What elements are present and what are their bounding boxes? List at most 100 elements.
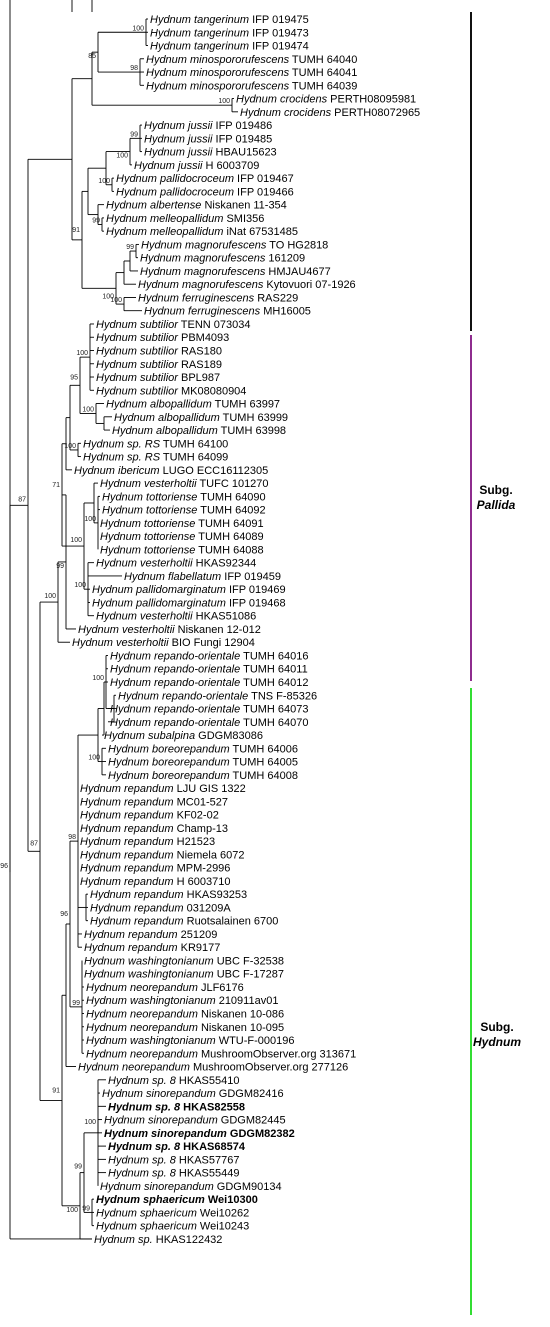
taxon-voucher: UBC F-32538 — [214, 955, 284, 967]
taxon-label: Hydnum repandum MC01-527 — [80, 796, 228, 808]
taxon-label: Hydnum repandum Niemela 6072 — [80, 849, 245, 861]
taxon-label: Hydnum ferruginescens MH16005 — [144, 306, 311, 318]
taxon-binomial: Hydnum tottoriense — [100, 531, 195, 543]
taxon-binomial: Hydnum vesterholtii — [78, 624, 175, 636]
taxon-label: Hydnum pallidomarginatum IFP 019469 — [92, 584, 286, 596]
taxon-label: Hydnum washingtonianum WTU-F-000196 — [86, 1035, 295, 1047]
subg-label-line2: Pallida — [477, 498, 516, 512]
taxon-binomial: Hydnum sphaericum — [96, 1207, 197, 1219]
taxon-voucher: TUMH 64099 — [160, 452, 228, 464]
taxon-voucher: TUMH 64041 — [289, 67, 357, 79]
taxon-voucher: Niskanen 10-086 — [198, 1009, 284, 1021]
taxon-voucher: KR9177 — [178, 942, 221, 954]
taxon-binomial: Hydnum vesterholtii — [96, 611, 193, 623]
taxon-voucher: JLF6176 — [198, 982, 244, 994]
taxon-label: Hydnum vesterholtii BIO Fungi 12904 — [72, 637, 255, 649]
support-value: 99 — [130, 131, 138, 138]
taxon-label: Hydnum albertense Niskanen 11-354 — [106, 200, 287, 212]
taxon-binomial: Hydnum repando-orientale — [118, 690, 248, 702]
taxon-voucher: 161209 — [265, 253, 305, 265]
taxon-voucher: TUMH 64070 — [240, 717, 308, 729]
support-value: 100 — [66, 1207, 78, 1214]
taxon-binomial: Hydnum boreorepandum — [108, 743, 230, 755]
subg-label-line1: Subg. — [480, 1020, 513, 1034]
taxon-binomial: Hydnum sinorepandum — [104, 1115, 218, 1127]
support-value: 100 — [88, 755, 100, 762]
taxon-binomial: Hydnum ibericum — [74, 465, 160, 477]
support-value: 99 — [74, 1164, 82, 1171]
support-value: 99 — [92, 218, 100, 225]
taxon-label: Hydnum sinorepandum GDGM90134 — [100, 1181, 282, 1193]
taxon-binomial: Hydnum sphaericum — [96, 1194, 205, 1206]
taxon-voucher: HKAS92344 — [193, 558, 257, 570]
taxon-binomial: Hydnum repandum — [90, 902, 184, 914]
taxon-binomial: Hydnum repandum — [80, 810, 174, 822]
taxon-voucher: TUMH 64090 — [197, 491, 265, 503]
taxon-voucher: HBAU15623 — [212, 147, 276, 159]
taxon-voucher: RAS189 — [178, 359, 222, 371]
taxon-label: Hydnum subtilior BPL987 — [96, 372, 220, 384]
taxon-label: Hydnum boreorepandum TUMH 64006 — [108, 743, 298, 755]
taxon-binomial: Hydnum tangerinum — [150, 27, 249, 39]
taxon-binomial: Hydnum crocidens — [236, 94, 328, 106]
taxon-label: Hydnum repandum Champ-13 — [80, 823, 228, 835]
support-value: 100 — [98, 178, 110, 185]
taxon-label: Hydnum neorepandum JLF6176 — [86, 982, 244, 994]
taxon-voucher: IFP 019468 — [226, 597, 286, 609]
taxon-voucher: HKAS55449 — [176, 1168, 240, 1180]
taxon-binomial: Hydnum subtilior — [96, 319, 179, 331]
taxon-binomial: Hydnum albopallidum — [106, 399, 212, 411]
taxon-binomial: Hydnum subtilior — [96, 385, 179, 397]
taxon-binomial: Hydnum neorepandum — [86, 1009, 198, 1021]
taxon-label: Hydnum pallidomarginatum IFP 019468 — [92, 597, 286, 609]
taxon-binomial: Hydnum tottoriense — [102, 505, 197, 517]
taxon-binomial: Hydnum repando-orientale — [110, 704, 240, 716]
taxon-binomial: Hydnum flabellatum — [124, 571, 221, 583]
taxon-label: Hydnum magnorufescens 161209 — [140, 253, 305, 265]
taxon-voucher: BIO Fungi 12904 — [169, 637, 255, 649]
taxon-voucher: SMI356 — [223, 213, 264, 225]
taxon-voucher: TUMH 64073 — [240, 704, 308, 716]
taxon-label: Hydnum tangerinum IFP 019474 — [150, 41, 309, 53]
taxon-label: Hydnum repandum MPM-2996 — [80, 863, 230, 875]
taxon-binomial: Hydnum sinorepandum — [100, 1181, 214, 1193]
taxon-voucher: Niemela 6072 — [174, 849, 245, 861]
taxon-binomial: Hydnum washingtonianum — [86, 995, 216, 1007]
taxon-voucher: iNat 67531485 — [223, 226, 298, 238]
support-value: 99 — [72, 1000, 80, 1007]
support-value: 100 — [110, 297, 122, 304]
support-value: 100 — [92, 675, 104, 682]
taxon-voucher: TUMH 63999 — [220, 412, 288, 424]
taxon-voucher: RAS229 — [254, 292, 298, 304]
taxon-label: Hydnum repando-orientale TUMH 64012 — [110, 677, 309, 689]
taxon-label: Hydnum subalpina GDGM83086 — [104, 730, 263, 742]
taxon-binomial: Hydnum magnorufescens — [141, 239, 267, 251]
taxon-voucher: GDGM82416 — [216, 1088, 284, 1100]
support-value: 100 — [64, 443, 76, 450]
taxon-binomial: Hydnum sp. RS — [83, 452, 161, 464]
taxon-voucher: Wei10243 — [197, 1221, 249, 1233]
taxon-label: Hydnum boreorepandum TUMH 64008 — [108, 770, 298, 782]
taxon-binomial: Hydnum subtilior — [96, 346, 179, 358]
taxon-binomial: Hydnum minospororufescens — [146, 67, 290, 79]
taxon-label: Hydnum repando-orientale TUMH 64016 — [110, 650, 309, 662]
taxon-label: Hydnum repandum 251209 — [84, 929, 217, 941]
taxon-voucher: 251209 — [178, 929, 218, 941]
support-values: 1009885100991001009991991001008710095100… — [0, 25, 230, 1214]
taxon-label: Hydnum magnorufescens TO HG2818 — [141, 239, 328, 251]
taxon-binomial: Hydnum vesterholtii — [72, 637, 169, 649]
taxon-binomial: Hydnum repandum — [90, 916, 184, 928]
taxon-binomial: Hydnum tangerinum — [150, 14, 249, 26]
taxon-label: Hydnum repandum 031209A — [90, 902, 231, 914]
taxon-label: Hydnum minospororufescens TUMH 64039 — [146, 80, 357, 92]
taxon-voucher: IFP 019459 — [221, 571, 281, 583]
taxon-label: Hydnum subtilior RAS189 — [96, 359, 222, 371]
taxon-voucher: TUMH 64100 — [160, 438, 228, 450]
taxon-binomial: Hydnum tottoriense — [100, 518, 195, 530]
taxon-label: Hydnum sinorepandum GDGM82382 — [104, 1128, 295, 1140]
taxon-binomial: Hydnum repandum — [80, 823, 174, 835]
taxon-label: Hydnum sp. 8 HKAS55410 — [108, 1075, 239, 1087]
taxon-voucher: TUMH 64089 — [195, 531, 263, 543]
taxon-voucher: HKAS51086 — [193, 611, 257, 623]
